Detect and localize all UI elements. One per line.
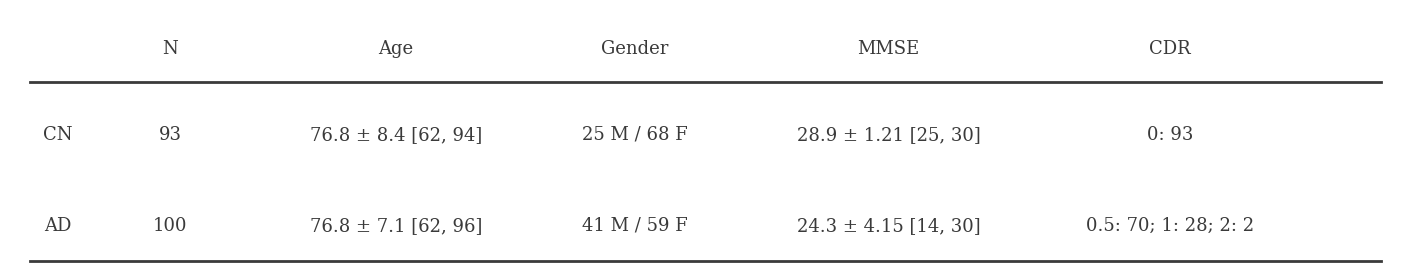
- Text: CN: CN: [42, 126, 72, 144]
- Text: N: N: [162, 40, 178, 59]
- Text: 76.8 ± 7.1 [62, 96]: 76.8 ± 7.1 [62, 96]: [309, 217, 483, 235]
- Text: 0: 93: 0: 93: [1147, 126, 1194, 144]
- Text: 25 M / 68 F: 25 M / 68 F: [583, 126, 689, 144]
- Text: 28.9 ± 1.21 [25, 30]: 28.9 ± 1.21 [25, 30]: [797, 126, 981, 144]
- Text: 100: 100: [154, 217, 188, 235]
- Text: Gender: Gender: [601, 40, 669, 59]
- Text: 41 M / 59 F: 41 M / 59 F: [583, 217, 689, 235]
- Text: CDR: CDR: [1150, 40, 1191, 59]
- Text: 93: 93: [159, 126, 182, 144]
- Text: 76.8 ± 8.4 [62, 94]: 76.8 ± 8.4 [62, 94]: [309, 126, 481, 144]
- Text: MMSE: MMSE: [858, 40, 920, 59]
- Text: AD: AD: [44, 217, 72, 235]
- Text: 0.5: 70; 1: 28; 2: 2: 0.5: 70; 1: 28; 2: 2: [1086, 217, 1254, 235]
- Text: Age: Age: [378, 40, 413, 59]
- Text: 24.3 ± 4.15 [14, 30]: 24.3 ± 4.15 [14, 30]: [797, 217, 981, 235]
